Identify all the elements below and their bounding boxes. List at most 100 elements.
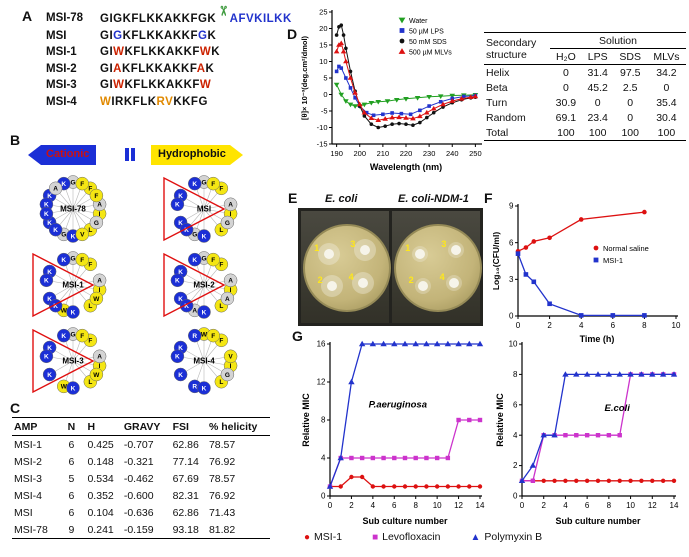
table-cell: Random bbox=[486, 111, 526, 124]
sequence-segment: W bbox=[113, 46, 125, 58]
svg-text:8: 8 bbox=[321, 416, 326, 425]
svg-text:K: K bbox=[53, 227, 58, 234]
svg-text:6: 6 bbox=[509, 238, 514, 247]
svg-text:K: K bbox=[175, 354, 180, 361]
filter-disc bbox=[450, 244, 461, 255]
table-cell: 82.31 bbox=[172, 489, 199, 502]
svg-text:6: 6 bbox=[585, 501, 590, 510]
sequence-segment: A bbox=[196, 62, 206, 75]
peptide-sequence: WIRKFLKRVKKFG bbox=[100, 94, 208, 111]
table-cell: -0.600 bbox=[123, 489, 154, 502]
peptide-name: MSI-4 bbox=[46, 95, 77, 108]
svg-text:L: L bbox=[88, 379, 92, 386]
svg-text:4: 4 bbox=[579, 321, 584, 330]
panel-a-label: A bbox=[22, 8, 33, 24]
svg-text:25: 25 bbox=[319, 8, 327, 17]
svg-text:K: K bbox=[61, 333, 66, 340]
svg-text:-15: -15 bbox=[317, 140, 328, 149]
table-cell: 6 bbox=[68, 438, 75, 451]
table-cell: 69.1 bbox=[555, 111, 577, 124]
svg-text:6: 6 bbox=[392, 501, 397, 510]
svg-text:MSI-2: MSI-2 bbox=[193, 281, 215, 290]
table-cell: 6 bbox=[68, 455, 75, 468]
svg-text:K: K bbox=[202, 233, 207, 240]
filter-disc bbox=[417, 280, 428, 291]
svg-text:K: K bbox=[175, 278, 180, 285]
svg-text:K: K bbox=[44, 211, 49, 218]
svg-text:9: 9 bbox=[509, 202, 514, 211]
svg-text:4: 4 bbox=[371, 501, 376, 510]
svg-text:L: L bbox=[219, 303, 223, 310]
hydrophobic-arrow-head-icon bbox=[229, 145, 243, 165]
table-cell: 100 bbox=[557, 126, 575, 139]
svg-text:10: 10 bbox=[672, 321, 681, 330]
svg-text:K: K bbox=[178, 296, 183, 303]
disc-number: 3 bbox=[350, 238, 356, 249]
svg-text:220: 220 bbox=[400, 149, 413, 158]
secondary-table: Secondary structure Solution H₂O LPS SDS MLVs… bbox=[484, 32, 686, 141]
svg-text:2: 2 bbox=[541, 501, 546, 510]
svg-text:F: F bbox=[219, 338, 223, 345]
cd-spectra-chart: 190 200 210 220 230 240 250 -15 -10 -5 0 5 10 15 20 25 W… bbox=[298, 4, 484, 174]
svg-text:Log₁₀(CFU/ml): Log₁₀(CFU/ml) bbox=[491, 232, 501, 291]
table-cell: 31.4 bbox=[587, 66, 608, 79]
table-cell: 35.4 bbox=[656, 96, 677, 109]
peptide-sequence: GIWKFLKKAKKFWK bbox=[100, 44, 220, 61]
svg-text:K: K bbox=[44, 202, 49, 209]
filter-disc bbox=[448, 278, 459, 289]
cationic-arrow-label: Cationic bbox=[41, 145, 97, 165]
legend-label: MSI-1 bbox=[314, 531, 343, 543]
legend-item: ■ Levofloxacin bbox=[372, 531, 440, 543]
table-cell: MSI bbox=[14, 506, 33, 519]
sequence-segment: A bbox=[113, 62, 122, 75]
table-row: Total 100 100 100 100 bbox=[484, 125, 686, 141]
svg-text:Water: Water bbox=[409, 18, 428, 25]
svg-text:4: 4 bbox=[513, 431, 518, 440]
table-cell: Helix bbox=[486, 66, 510, 79]
svg-text:F: F bbox=[88, 338, 92, 345]
peptide-name: MSI-78 bbox=[46, 12, 84, 24]
peptide-name: MSI-1 bbox=[46, 46, 77, 58]
column-header: H bbox=[85, 417, 122, 436]
svg-text:16: 16 bbox=[317, 340, 326, 349]
legend-marker-icon: ● bbox=[304, 532, 311, 543]
svg-text:6: 6 bbox=[513, 400, 518, 409]
table-row: MSI-4 6 0.352 -0.600 82.31 76.92 bbox=[12, 487, 270, 504]
svg-text:F: F bbox=[80, 181, 84, 188]
table-cell: Turn bbox=[486, 96, 508, 109]
svg-text:200: 200 bbox=[353, 149, 366, 158]
panel-g-label: G bbox=[292, 328, 303, 344]
sequence-segment: K bbox=[211, 46, 221, 58]
petri-dish-photo: 1 3 2 4 1 3 2 4 bbox=[298, 208, 483, 326]
table-row: Random 69.1 23.4 0 30.4 bbox=[484, 110, 686, 125]
svg-text:MSI-78: MSI-78 bbox=[60, 205, 86, 214]
svg-text:-5: -5 bbox=[321, 107, 328, 116]
svg-text:20: 20 bbox=[319, 24, 327, 33]
svg-text:K: K bbox=[202, 309, 207, 316]
svg-text:12: 12 bbox=[648, 501, 657, 510]
table-row: Turn 30.9 0 0 35.4 bbox=[484, 95, 686, 110]
disc-number: 3 bbox=[441, 238, 447, 249]
svg-text:K: K bbox=[178, 372, 183, 379]
svg-text:I: I bbox=[99, 211, 101, 218]
svg-text:E.coli: E.coli bbox=[605, 403, 631, 414]
table-cell: Total bbox=[486, 126, 509, 139]
column-header: H₂O bbox=[550, 48, 582, 65]
svg-text:A: A bbox=[97, 278, 102, 285]
svg-text:V: V bbox=[228, 354, 233, 361]
svg-text:G: G bbox=[70, 179, 75, 186]
peptide-sequence: GIGKFLKKAKKFGK✂AFVKILKK bbox=[100, 6, 292, 28]
svg-text:6: 6 bbox=[611, 321, 616, 330]
svg-text:G: G bbox=[201, 255, 206, 262]
table-cell: -0.636 bbox=[123, 506, 154, 519]
svg-text:0: 0 bbox=[516, 321, 521, 330]
time-kill-svg: 0 2 4 6 8 10 0 3 6 9 Time (h) Log₁₀(CFU/ml) Normal s… bbox=[491, 202, 681, 344]
svg-text:0: 0 bbox=[513, 492, 518, 501]
svg-text:MSI-1: MSI-1 bbox=[603, 256, 623, 265]
sequence-segment: IRKFLK bbox=[111, 95, 157, 108]
svg-text:250: 250 bbox=[469, 149, 482, 158]
table-cell: 6 bbox=[68, 489, 75, 502]
